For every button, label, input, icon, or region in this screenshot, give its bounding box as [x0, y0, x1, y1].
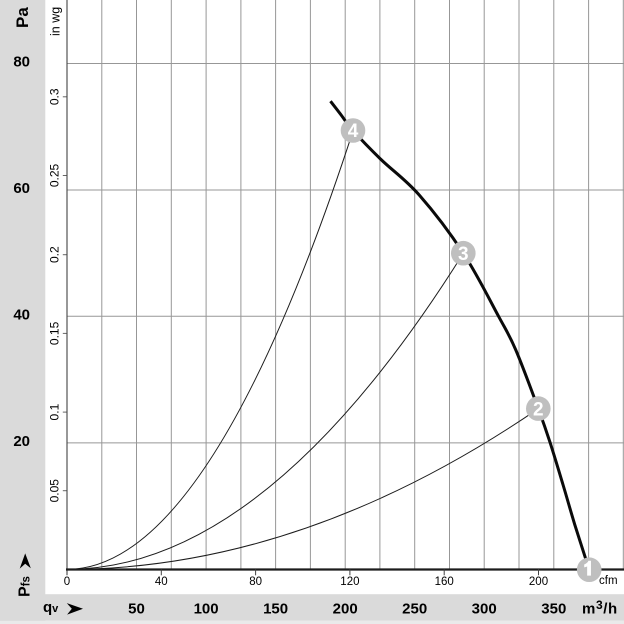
svg-text:200: 200 [333, 600, 358, 617]
svg-text:0.1: 0.1 [48, 403, 62, 420]
svg-text:250: 250 [402, 600, 427, 617]
svg-text:3: 3 [458, 244, 469, 265]
svg-text:qv: qv [43, 599, 59, 616]
svg-text:150: 150 [263, 600, 288, 617]
svg-text:40: 40 [155, 576, 168, 588]
svg-text:60: 60 [13, 180, 30, 197]
svg-text:350: 350 [541, 600, 566, 617]
svg-text:0.05: 0.05 [48, 479, 62, 503]
svg-text:50: 50 [128, 600, 145, 617]
svg-text:80: 80 [13, 54, 30, 71]
svg-text:100: 100 [194, 600, 219, 617]
svg-text:4: 4 [348, 121, 359, 142]
svg-text:40: 40 [13, 306, 30, 323]
svg-text:2: 2 [533, 399, 544, 420]
svg-text:120: 120 [340, 576, 359, 588]
svg-text:200: 200 [529, 576, 548, 588]
svg-text:0.3: 0.3 [48, 88, 62, 105]
svg-text:Pa: Pa [13, 7, 32, 28]
svg-text:160: 160 [435, 576, 454, 588]
svg-text:in wg: in wg [49, 7, 63, 36]
svg-text:m3/h: m3/h [582, 598, 618, 618]
svg-text:0: 0 [64, 576, 70, 588]
svg-text:0.15: 0.15 [48, 321, 62, 345]
svg-text:80: 80 [249, 576, 262, 588]
svg-text:20: 20 [13, 433, 30, 450]
svg-text:0.25: 0.25 [48, 163, 62, 187]
svg-text:0.2: 0.2 [48, 246, 62, 263]
svg-text:cfm: cfm [599, 575, 618, 587]
svg-text:300: 300 [472, 600, 497, 617]
svg-text:Pfs: Pfs [16, 576, 33, 597]
